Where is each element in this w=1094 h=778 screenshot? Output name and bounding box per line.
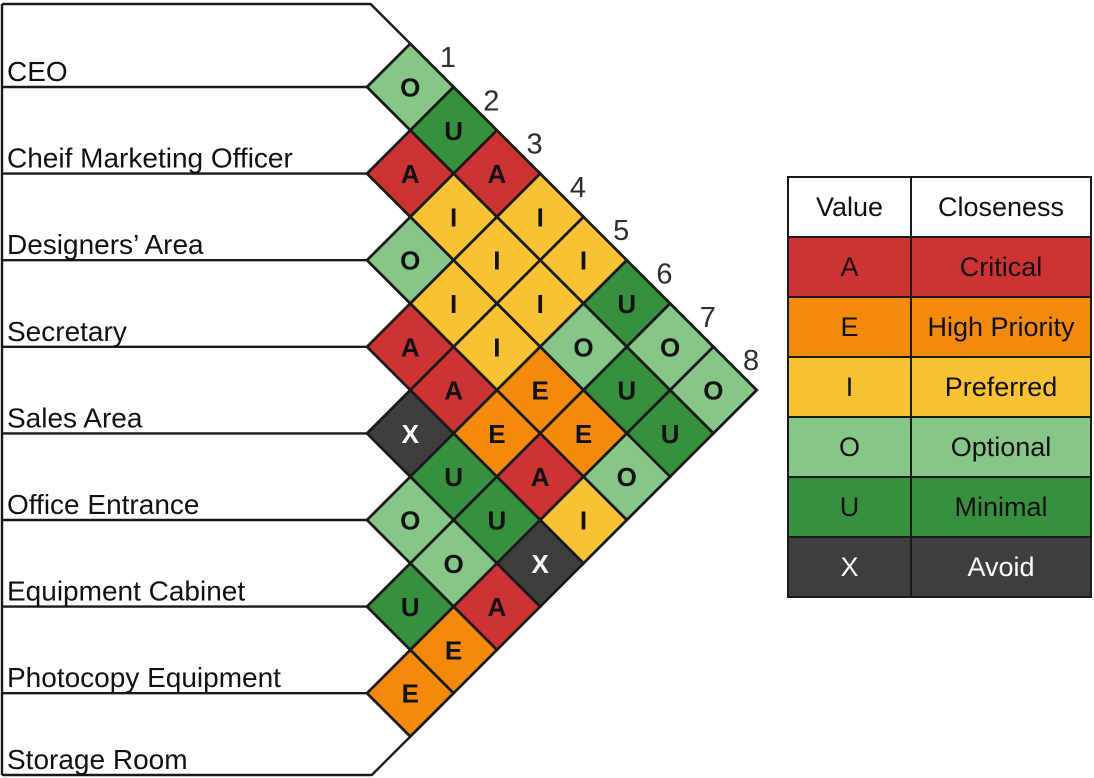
matrix-cell-letter: I	[580, 506, 587, 536]
matrix-cell-letter: E	[445, 635, 462, 665]
column-number: 4	[570, 172, 586, 204]
matrix-cell-letter: E	[532, 376, 549, 406]
matrix-cell-letter: U	[617, 289, 636, 319]
legend-row: I Preferred	[787, 356, 1092, 418]
legend-closeness-cell: High Priority	[910, 296, 1092, 358]
matrix-cell-letter: U	[401, 592, 420, 622]
legend-value-cell: A	[787, 236, 912, 298]
legend-row: E High Priority	[787, 296, 1092, 358]
matrix-cell-letter: I	[537, 289, 544, 319]
matrix-cell-letter: A	[488, 592, 507, 622]
legend-closeness-cell: Avoid	[910, 536, 1092, 598]
matrix-cell-letter: O	[400, 73, 420, 103]
matrix-cell-letter: E	[488, 419, 505, 449]
location-label: Cheif Marketing Officer	[7, 143, 293, 174]
legend-closeness-cell: Critical	[910, 236, 1092, 298]
matrix-cell-letter: A	[488, 159, 507, 189]
matrix-cell-letter: O	[443, 549, 463, 579]
matrix-cell-letter: O	[617, 462, 637, 492]
bottom-boundary-line	[2, 735, 412, 777]
column-number: 8	[743, 345, 759, 377]
matrix-cell-letter: O	[660, 332, 680, 362]
legend-row: U Minimal	[787, 476, 1092, 538]
matrix-cell-letter: X	[402, 419, 420, 449]
column-number: 3	[527, 129, 543, 161]
legend-value-cell: O	[787, 416, 912, 478]
matrix-cell-letter: I	[450, 202, 457, 232]
legend-value-cell: X	[787, 536, 912, 598]
top-boundary-line	[2, 2, 412, 45]
matrix-cell-letter: U	[661, 419, 680, 449]
location-label: CEO	[7, 56, 68, 87]
matrix-cell-letter: I	[580, 246, 587, 276]
legend-header-closeness: Closeness	[910, 176, 1092, 238]
legend-row: X Avoid	[787, 536, 1092, 598]
matrix-cell-letter: I	[537, 202, 544, 232]
matrix-cell-letter: A	[531, 462, 550, 492]
legend-table: Value Closeness A Critical E High Priority I…	[787, 176, 1092, 598]
location-label: Sales Area	[7, 402, 143, 433]
location-label: Photocopy Equipment	[7, 662, 281, 693]
legend-closeness-cell: Optional	[910, 416, 1092, 478]
matrix-cell-letter: A	[401, 332, 420, 362]
location-label: Secretary	[7, 316, 127, 347]
location-label: Equipment Cabinet	[7, 576, 245, 607]
column-number: 7	[700, 302, 716, 334]
matrix-cell-letter: I	[493, 332, 500, 362]
matrix-cell-letter: E	[402, 679, 419, 709]
matrix-cell-letter: U	[444, 462, 463, 492]
matrix-cell-letter: A	[401, 159, 420, 189]
matrix-cell-letter: O	[400, 246, 420, 276]
matrix-cell-letter: U	[488, 506, 507, 536]
legend-header-value: Value	[787, 176, 912, 238]
column-number: 2	[483, 85, 499, 117]
legend-row: A Critical	[787, 236, 1092, 298]
legend-closeness-cell: Minimal	[910, 476, 1092, 538]
column-number: 6	[656, 259, 672, 291]
matrix-cell-letter: X	[532, 549, 550, 579]
legend-value-cell: U	[787, 476, 912, 538]
location-label: Office Entrance	[7, 489, 199, 520]
matrix-cell-letter: O	[400, 506, 420, 536]
matrix-cell-letter: U	[444, 116, 463, 146]
matrix-cell	[365, 647, 456, 739]
legend-header-row: Value Closeness	[787, 176, 1092, 238]
legend-value-cell: E	[787, 296, 912, 358]
column-number: 1	[440, 42, 456, 74]
matrix-cell-letter: A	[444, 376, 463, 406]
relationship-matrix-diagram: CEO Cheif Marketing Officer Designers’ Are…	[0, 2, 759, 777]
location-label: Designers’ Area	[7, 229, 204, 260]
legend-row: O Optional	[787, 416, 1092, 478]
legend-closeness-cell: Preferred	[910, 356, 1092, 418]
matrix-cell-letter: O	[703, 376, 723, 406]
matrix-cell-letter: O	[573, 332, 593, 362]
matrix-cell-letter: I	[450, 289, 457, 319]
matrix-cell-letter: U	[617, 376, 636, 406]
matrix-cell-letter: I	[493, 246, 500, 276]
location-label: Storage Room	[7, 744, 188, 775]
matrix-cell-letter: E	[575, 419, 592, 449]
column-number: 5	[613, 215, 629, 247]
legend-value-cell: I	[787, 356, 912, 418]
